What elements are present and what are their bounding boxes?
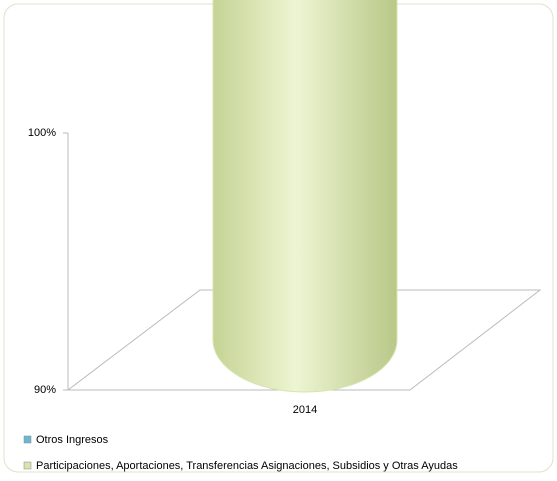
legend-swatch (23, 461, 32, 470)
legend-label: Participaciones, Aportaciones, Transfere… (36, 460, 458, 472)
y-tick-label: 90% (34, 384, 56, 396)
cylinder-segment (212, 0, 398, 393)
y-tick-label: 100% (28, 127, 56, 139)
legend-label: Otros Ingresos (36, 434, 109, 446)
legend-swatch (23, 435, 32, 444)
x-tick-label: 2014 (293, 404, 317, 416)
